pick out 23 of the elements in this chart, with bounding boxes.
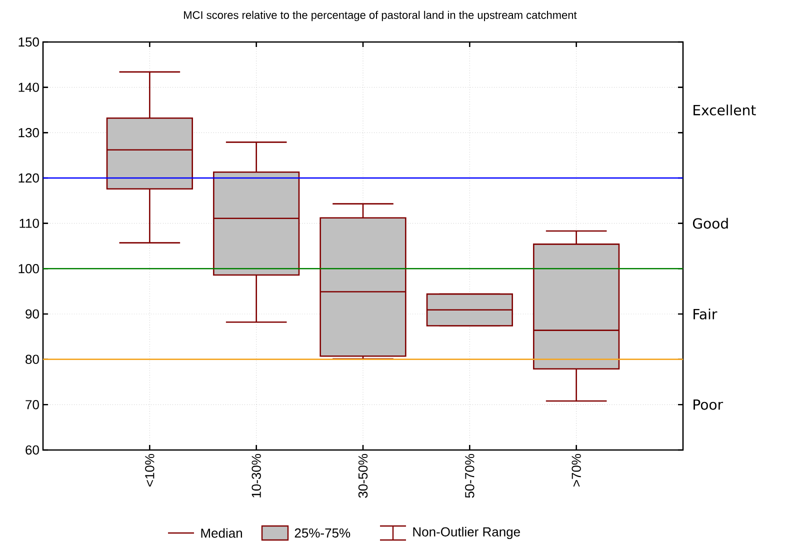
text: Poor — [694, 399, 724, 410]
x-tick-label: >70% — [572, 454, 581, 486]
x-tick-label: 30-50% — [358, 454, 368, 498]
chart-title: MCI scores relative to the percentage of pastoral land in the upstream catchment — [184, 10, 577, 22]
text: 25%-75% — [294, 528, 350, 538]
y-tick-label: 80 — [26, 354, 39, 364]
y-tick-label: 130 — [18, 128, 39, 138]
x-tick-label: <10% — [145, 454, 154, 486]
x-tick-label: 50-70% — [465, 454, 474, 498]
text: Non-Outlier Range — [413, 526, 520, 540]
y-tick-label: 150 — [18, 37, 39, 47]
x-tick-label: 10-30% — [252, 454, 261, 498]
y-tick-label: 100 — [18, 264, 39, 274]
y-tick-label: 110 — [20, 218, 39, 228]
text: Excellent — [694, 104, 756, 116]
y-tick-label: 60 — [26, 445, 39, 455]
y-tick-label: 140 — [18, 82, 39, 92]
text: Median — [201, 528, 242, 538]
y-tick-label: 120 — [18, 173, 39, 183]
y-tick-label: 90 — [26, 309, 39, 319]
y-tick-label: 70 — [26, 400, 39, 410]
text: Good — [692, 218, 728, 229]
text: Fair — [694, 308, 718, 320]
